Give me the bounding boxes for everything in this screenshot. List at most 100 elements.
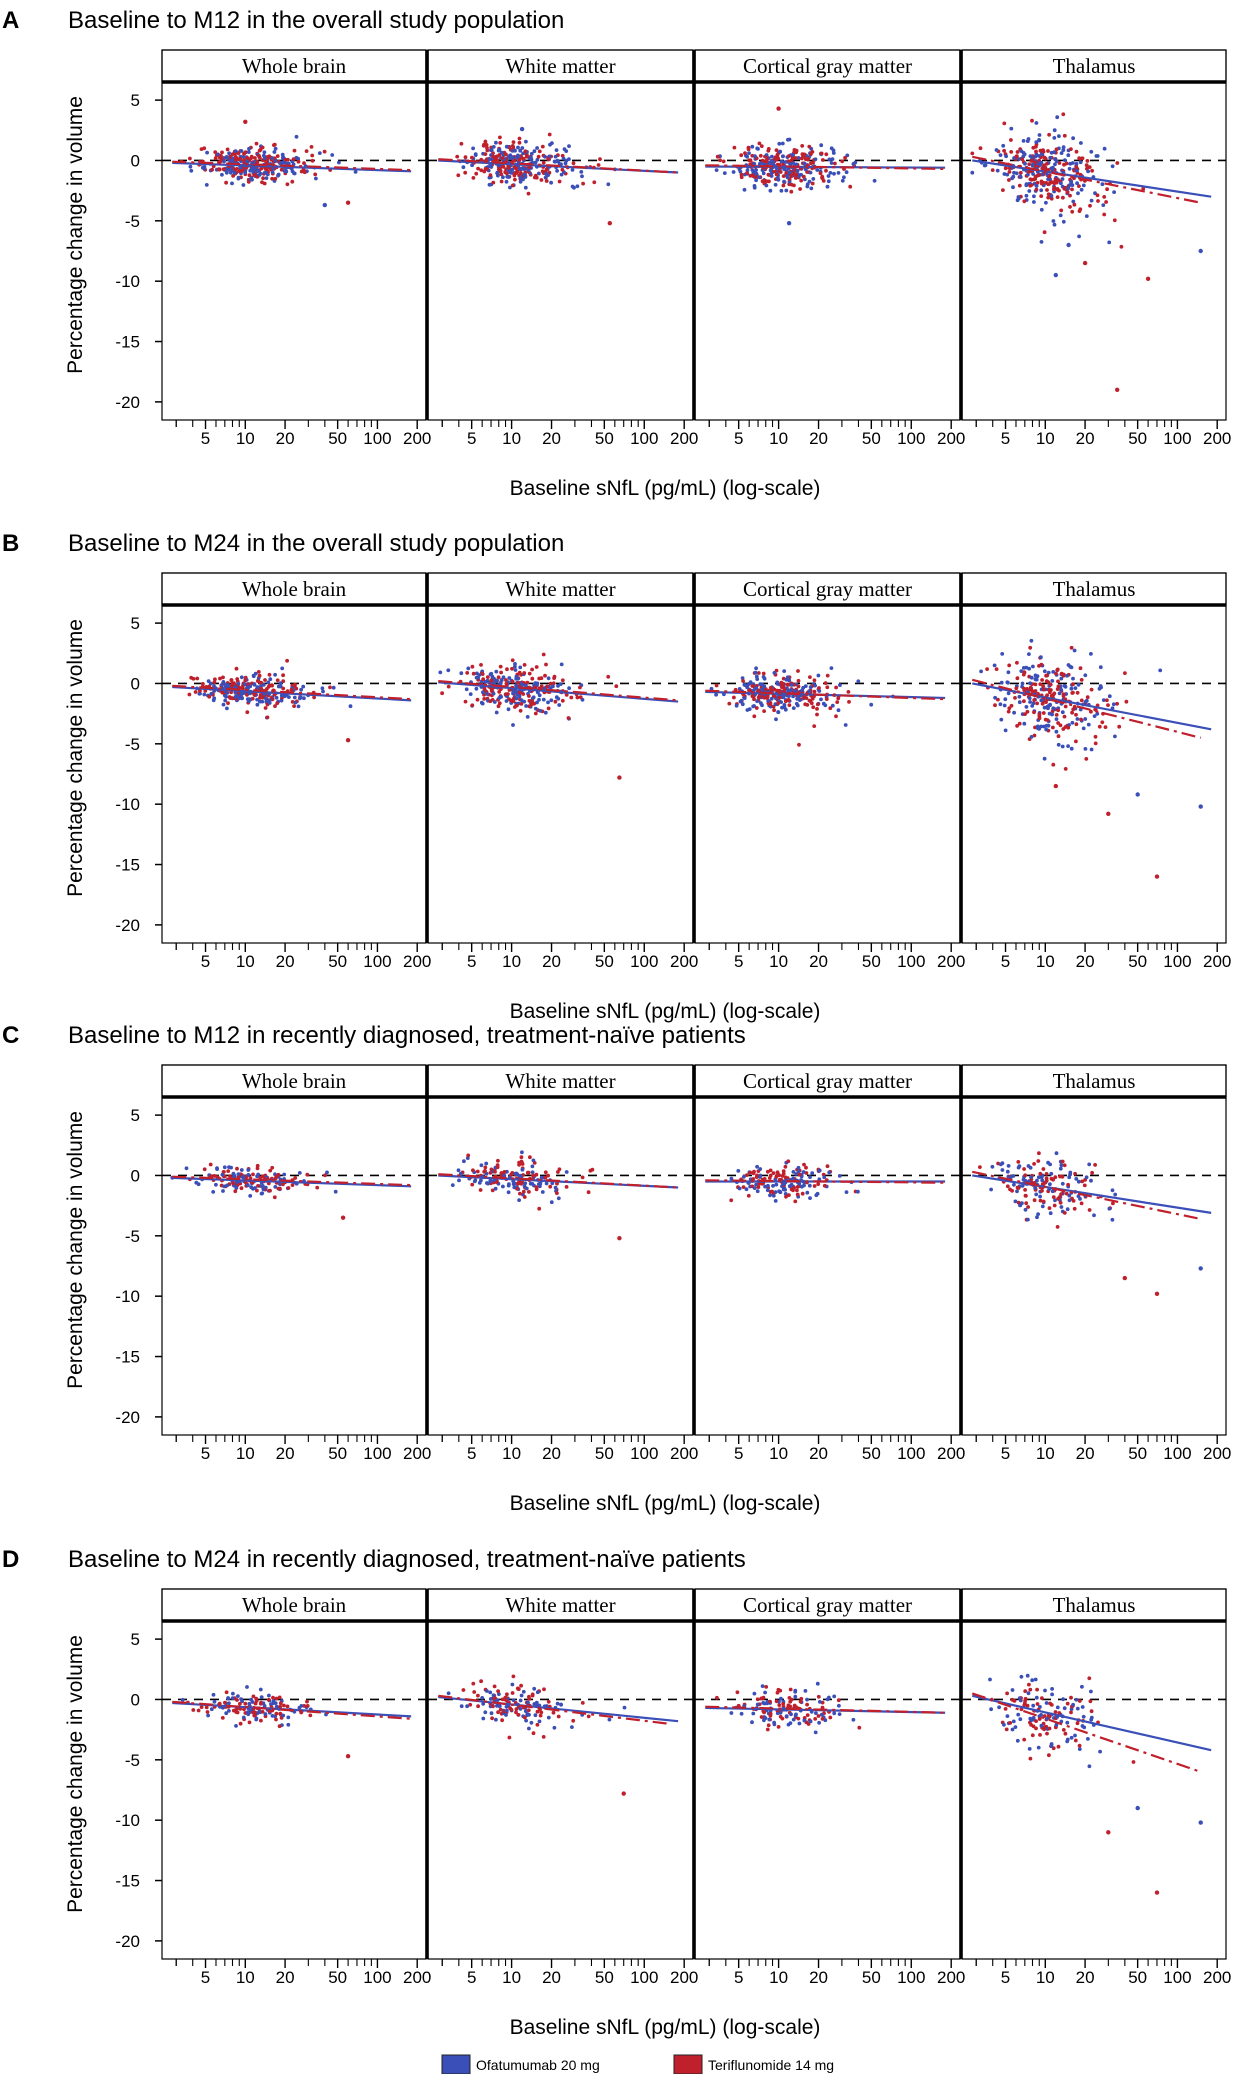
point-ofatumumab <box>286 1722 291 1727</box>
point-ofatumumab <box>761 1701 766 1705</box>
point-teriflunomide <box>507 1735 512 1740</box>
point-ofatumumab <box>264 170 268 175</box>
point-teriflunomide <box>1074 712 1078 717</box>
facet-strip-label: White matter <box>505 1593 615 1617</box>
point-ofatumumab <box>539 1175 544 1180</box>
point-teriflunomide <box>189 675 194 680</box>
point-teriflunomide <box>255 679 260 683</box>
scatter-points <box>180 1685 351 1759</box>
point-teriflunomide <box>1071 682 1075 687</box>
point-ofatumumab <box>1065 1737 1070 1742</box>
point-ofatumumab <box>480 1696 485 1700</box>
point-teriflunomide <box>1059 208 1064 213</box>
point-teriflunomide <box>511 699 516 704</box>
point-ofatumumab <box>1081 726 1086 731</box>
point-teriflunomide <box>1033 174 1038 179</box>
point-ofatumumab <box>1040 1204 1045 1209</box>
point-teriflunomide <box>1104 200 1108 204</box>
point-teriflunomide <box>270 683 274 688</box>
point-teriflunomide <box>796 678 801 683</box>
point-ofatumumab <box>1016 196 1021 201</box>
point-teriflunomide <box>614 684 619 689</box>
point-ofatumumab <box>844 1190 849 1194</box>
point-ofatumumab <box>734 703 739 708</box>
outlier-point <box>345 738 351 743</box>
point-ofatumumab <box>559 1702 563 1707</box>
point-ofatumumab <box>769 696 774 701</box>
point-teriflunomide <box>254 1696 259 1701</box>
point-teriflunomide <box>1036 1159 1041 1163</box>
point-teriflunomide <box>809 161 813 166</box>
facet-frame <box>161 1064 427 1436</box>
point-ofatumumab <box>1063 158 1067 163</box>
point-teriflunomide <box>483 1165 488 1170</box>
point-teriflunomide <box>1017 183 1022 188</box>
point-teriflunomide <box>268 1168 273 1173</box>
y-tick-label: -10 <box>115 272 140 291</box>
point-ofatumumab <box>1067 166 1072 171</box>
point-ofatumumab <box>758 1167 763 1171</box>
x-tick-label: 200 <box>403 1968 431 1987</box>
x-tick-label: 10 <box>1036 429 1055 448</box>
point-ofatumumab <box>826 174 831 178</box>
point-teriflunomide <box>1041 684 1046 689</box>
point-ofatumumab <box>1027 696 1032 701</box>
point-ofatumumab <box>535 157 540 162</box>
point-ofatumumab <box>548 142 552 147</box>
point-teriflunomide <box>1014 686 1019 691</box>
point-teriflunomide <box>496 1710 500 1715</box>
point-ofatumumab <box>1035 1178 1039 1183</box>
facet-frame <box>161 572 427 944</box>
point-ofatumumab <box>752 704 756 708</box>
point-ofatumumab <box>1034 140 1039 145</box>
point-ofatumumab <box>1002 1722 1006 1727</box>
y-tick-label: 0 <box>131 1166 140 1185</box>
point-teriflunomide <box>479 1679 483 1684</box>
point-ofatumumab <box>544 172 549 176</box>
point-teriflunomide <box>760 158 765 163</box>
x-tick-label: 100 <box>897 952 925 971</box>
point-ofatumumab <box>554 148 559 153</box>
point-ofatumumab <box>1028 1716 1033 1721</box>
point-ofatumumab <box>1094 154 1099 158</box>
point-ofatumumab <box>1015 1738 1020 1743</box>
y-tick-label: -15 <box>115 1872 140 1891</box>
x-tick-label: 100 <box>630 952 658 971</box>
point-teriflunomide <box>1022 686 1026 691</box>
point-teriflunomide <box>236 151 241 156</box>
point-teriflunomide <box>816 1714 821 1718</box>
point-teriflunomide <box>571 1718 576 1723</box>
point-teriflunomide <box>727 701 732 706</box>
point-ofatumumab <box>1102 146 1107 151</box>
x-tick-label: 20 <box>542 1968 561 1987</box>
point-teriflunomide <box>1074 739 1078 744</box>
point-ofatumumab <box>803 1689 808 1693</box>
point-teriflunomide <box>499 1171 504 1176</box>
point-ofatumumab <box>214 1182 218 1187</box>
point-teriflunomide <box>1054 177 1058 182</box>
point-ofatumumab <box>477 1181 482 1185</box>
point-teriflunomide <box>1115 701 1119 706</box>
x-tick-label: 50 <box>595 429 614 448</box>
point-ofatumumab <box>791 706 796 710</box>
point-ofatumumab <box>518 1707 523 1711</box>
point-ofatumumab <box>747 681 752 686</box>
point-teriflunomide <box>817 686 821 690</box>
point-ofatumumab <box>293 700 298 705</box>
point-ofatumumab <box>754 1182 758 1187</box>
point-teriflunomide <box>732 695 736 700</box>
point-teriflunomide <box>755 1697 760 1702</box>
point-teriflunomide <box>281 679 286 684</box>
point-teriflunomide <box>291 157 296 162</box>
point-ofatumumab <box>744 1187 749 1192</box>
point-ofatumumab <box>446 668 451 673</box>
point-teriflunomide <box>188 156 192 161</box>
point-teriflunomide <box>201 682 205 686</box>
point-teriflunomide <box>1028 183 1033 188</box>
point-teriflunomide <box>833 161 837 166</box>
point-ofatumumab <box>1052 136 1057 140</box>
point-ofatumumab <box>1058 213 1063 218</box>
point-ofatumumab <box>1042 669 1047 674</box>
point-teriflunomide <box>1015 150 1020 154</box>
